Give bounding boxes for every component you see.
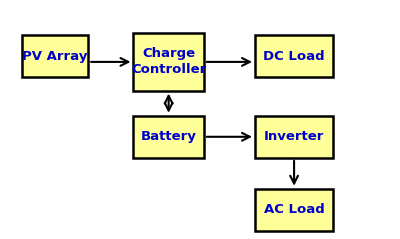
FancyBboxPatch shape (22, 35, 88, 77)
Text: Charge
Controller: Charge Controller (131, 47, 206, 76)
FancyBboxPatch shape (255, 35, 333, 77)
Text: AC Load: AC Load (264, 203, 324, 216)
FancyBboxPatch shape (133, 116, 204, 158)
Text: PV Array: PV Array (22, 50, 88, 63)
FancyBboxPatch shape (255, 189, 333, 231)
Text: Battery: Battery (141, 130, 196, 143)
FancyBboxPatch shape (255, 116, 333, 158)
FancyBboxPatch shape (133, 33, 204, 91)
Text: DC Load: DC Load (263, 50, 325, 63)
Text: Inverter: Inverter (264, 130, 324, 143)
